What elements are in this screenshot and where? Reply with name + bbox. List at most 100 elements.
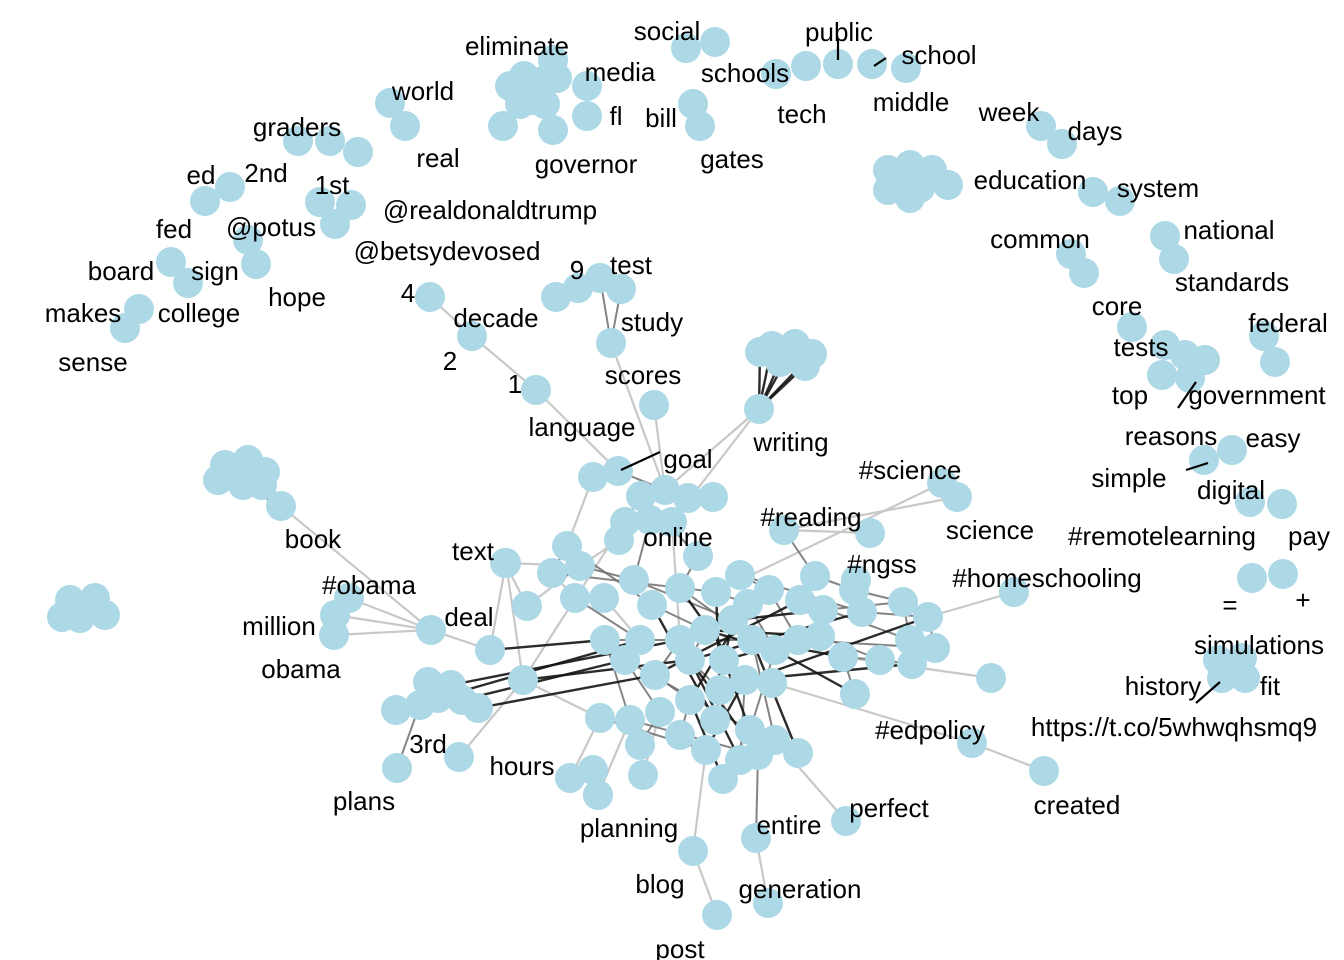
reading-node bbox=[855, 518, 885, 548]
edu-6 bbox=[933, 170, 963, 200]
post-node bbox=[702, 900, 732, 930]
c68 bbox=[865, 645, 895, 675]
label-simulations: simulations bbox=[1194, 630, 1324, 660]
elim-7 bbox=[530, 89, 560, 119]
potus-node bbox=[233, 225, 263, 255]
label-post: post bbox=[655, 934, 705, 960]
c5 bbox=[673, 483, 703, 513]
label-week: week bbox=[978, 97, 1041, 127]
obama-node bbox=[319, 620, 349, 650]
label-deal: deal bbox=[444, 602, 493, 632]
leader-line-government bbox=[1177, 381, 1197, 409]
label-top: top bbox=[1112, 380, 1148, 410]
school-node bbox=[857, 49, 887, 79]
label-text: text bbox=[452, 536, 495, 566]
c6 bbox=[698, 482, 728, 512]
label-days: days bbox=[1068, 116, 1123, 146]
label-bill: bill bbox=[645, 103, 677, 133]
label-public: public bbox=[805, 17, 873, 47]
c32 bbox=[709, 645, 739, 675]
c22 bbox=[701, 577, 731, 607]
c41 bbox=[625, 730, 655, 760]
days-node bbox=[1047, 129, 1077, 159]
c60 bbox=[808, 595, 838, 625]
federal-node bbox=[1249, 321, 1279, 351]
c57 bbox=[769, 515, 799, 545]
wr-5 bbox=[790, 351, 820, 381]
label-education: education bbox=[974, 165, 1087, 195]
edge-scores-node-c4 bbox=[609, 342, 667, 491]
leader-line-simple bbox=[1185, 461, 1209, 472]
label-entire: entire bbox=[756, 810, 821, 840]
label-college: college bbox=[158, 298, 240, 328]
label-n1: 1 bbox=[508, 369, 522, 399]
elim-5 bbox=[542, 63, 572, 93]
label-world: world bbox=[391, 76, 454, 106]
text-node bbox=[490, 548, 520, 578]
study-node bbox=[606, 274, 636, 304]
edge-book-node-deal-node bbox=[280, 505, 432, 631]
label-hours: hours bbox=[489, 751, 554, 781]
scores-node bbox=[596, 328, 626, 358]
label-media: media bbox=[585, 57, 656, 87]
c44 bbox=[735, 715, 765, 745]
c59 bbox=[785, 585, 815, 615]
label-2nd: 2nd bbox=[244, 158, 287, 188]
c72 bbox=[757, 668, 787, 698]
pay-node bbox=[1267, 489, 1297, 519]
label-scores: scores bbox=[605, 360, 682, 390]
label-school: school bbox=[901, 40, 976, 70]
edge-c55-c28 bbox=[489, 638, 606, 652]
ed-node bbox=[190, 186, 220, 216]
fl-node bbox=[572, 101, 602, 131]
c33 bbox=[737, 625, 767, 655]
c38 bbox=[645, 697, 675, 727]
edge-c13-c56 bbox=[504, 562, 525, 681]
c74 bbox=[783, 625, 813, 655]
label-gates: gates bbox=[700, 144, 764, 174]
c11 bbox=[604, 525, 634, 555]
label-eliminate: eliminate bbox=[465, 31, 569, 61]
label-n2: 2 bbox=[443, 346, 457, 376]
edge-writing-node-c4 bbox=[664, 408, 760, 491]
real-node bbox=[390, 111, 420, 141]
edpolicy-node bbox=[957, 728, 987, 758]
label-social: social bbox=[634, 16, 700, 46]
label-test: test bbox=[610, 250, 653, 280]
c37 bbox=[675, 685, 705, 715]
label-common: common bbox=[990, 224, 1090, 254]
easy-node bbox=[1217, 435, 1247, 465]
label-simple: simple bbox=[1091, 463, 1166, 493]
label-goal: goal bbox=[663, 444, 712, 474]
book-node bbox=[266, 491, 296, 521]
core-node bbox=[1069, 258, 1099, 288]
label-government: government bbox=[1188, 380, 1326, 410]
entire-node bbox=[741, 823, 771, 853]
label-ed: ed bbox=[187, 160, 216, 190]
c47 bbox=[691, 735, 721, 765]
label-realdonaldtrump: @realdonaldtrump bbox=[383, 195, 597, 225]
public-node bbox=[823, 49, 853, 79]
label-1st: 1st bbox=[315, 170, 350, 200]
label-online: online bbox=[643, 522, 712, 552]
eq-node bbox=[1237, 563, 1267, 593]
label-plans: plans bbox=[333, 786, 395, 816]
c3 bbox=[626, 481, 656, 511]
label-board: board bbox=[88, 256, 155, 286]
c58 bbox=[800, 561, 830, 591]
gov-c5 bbox=[1147, 360, 1177, 390]
label-federal: federal bbox=[1248, 308, 1328, 338]
c19 bbox=[619, 565, 649, 595]
c34 bbox=[760, 635, 790, 665]
4-node bbox=[415, 282, 445, 312]
planning-node bbox=[583, 780, 613, 810]
c18 bbox=[589, 583, 619, 613]
edge-hours-node-c56 bbox=[458, 679, 524, 758]
edge-1-node-c2 bbox=[535, 389, 619, 472]
c39 bbox=[615, 705, 645, 735]
c25 bbox=[690, 615, 720, 645]
label-governor: governor bbox=[535, 149, 638, 179]
label-created: created bbox=[1034, 790, 1121, 820]
3rd-5 bbox=[405, 690, 435, 720]
c2 bbox=[603, 456, 633, 486]
